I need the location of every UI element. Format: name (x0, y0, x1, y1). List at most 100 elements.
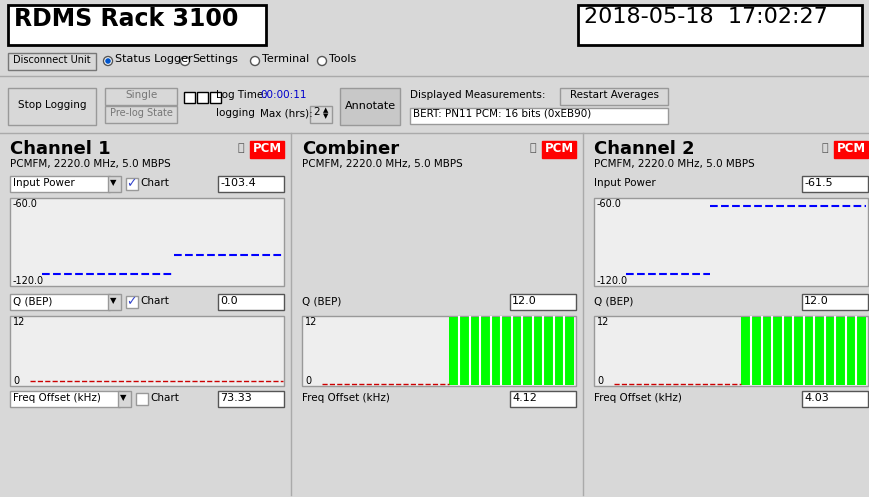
Text: Displayed Measurements:: Displayed Measurements: (410, 90, 546, 100)
Bar (105, 88, 177, 105)
Bar (10, 316, 284, 386)
Circle shape (105, 58, 111, 64)
Bar (8, 5, 266, 45)
Text: Freq Offset (kHz): Freq Offset (kHz) (13, 393, 101, 403)
Text: PCM: PCM (252, 142, 282, 155)
Text: -120.0: -120.0 (597, 276, 628, 286)
Text: -60.0: -60.0 (597, 199, 622, 209)
Text: Terminal: Terminal (262, 54, 309, 64)
Bar (108, 176, 121, 192)
Text: Restart Averages: Restart Averages (569, 90, 659, 100)
Text: -120.0: -120.0 (13, 276, 44, 286)
Bar (10, 391, 120, 407)
Text: Chart: Chart (150, 393, 179, 403)
Bar (510, 391, 576, 407)
Bar (218, 391, 284, 407)
Text: Freq Offset (kHz): Freq Offset (kHz) (594, 393, 682, 403)
Text: Input Power: Input Power (594, 178, 656, 188)
Text: Settings: Settings (192, 54, 238, 64)
Text: Input Power: Input Power (13, 178, 75, 188)
Text: PCM: PCM (545, 142, 574, 155)
Text: 12: 12 (305, 317, 317, 327)
Bar (10, 176, 110, 192)
Bar (184, 92, 195, 103)
Text: 12: 12 (13, 317, 25, 327)
Bar (8, 53, 96, 70)
Text: 0.0: 0.0 (220, 296, 237, 306)
Circle shape (317, 57, 327, 66)
Text: 73.33: 73.33 (220, 393, 252, 403)
Text: -61.5: -61.5 (804, 178, 833, 188)
Text: -103.4: -103.4 (220, 178, 255, 188)
Circle shape (181, 57, 189, 66)
Bar (197, 92, 208, 103)
Bar (410, 108, 668, 124)
Text: Chart: Chart (140, 178, 169, 188)
Bar (218, 176, 284, 192)
Bar (510, 294, 576, 310)
Bar (10, 198, 284, 286)
Text: Q (BEP): Q (BEP) (594, 296, 634, 306)
Text: 00:00:11: 00:00:11 (260, 90, 307, 100)
Text: Chart: Chart (140, 296, 169, 306)
Bar (105, 106, 177, 123)
Bar (218, 294, 284, 310)
Text: PCM: PCM (837, 142, 866, 155)
Text: PCMFM, 2220.0 MHz, 5.0 MBPS: PCMFM, 2220.0 MHz, 5.0 MBPS (10, 159, 170, 169)
Circle shape (103, 57, 112, 66)
Text: Annotate: Annotate (344, 101, 395, 111)
Bar (834, 141, 868, 158)
Bar (740, 317, 866, 385)
Bar (108, 294, 121, 310)
Text: Max (hrs):: Max (hrs): (260, 108, 313, 118)
Bar (340, 88, 400, 125)
Text: 0: 0 (13, 376, 19, 386)
Text: 0: 0 (597, 376, 603, 386)
Bar (802, 294, 868, 310)
Text: Channel 1: Channel 1 (10, 140, 110, 158)
Text: ✓: ✓ (126, 177, 136, 190)
Text: Log Time:: Log Time: (216, 90, 267, 100)
Bar (802, 391, 868, 407)
Text: Single: Single (125, 90, 157, 100)
Text: Combiner: Combiner (302, 140, 399, 158)
Text: 2: 2 (313, 107, 320, 117)
Bar (310, 106, 332, 123)
Text: logging: logging (216, 108, 255, 118)
Bar (118, 391, 131, 407)
Text: 12.0: 12.0 (804, 296, 829, 306)
Bar (302, 316, 576, 386)
Text: Tools: Tools (329, 54, 356, 64)
Text: 12: 12 (597, 317, 609, 327)
Bar (8, 88, 96, 125)
Text: ▼: ▼ (120, 393, 127, 402)
Text: ▲: ▲ (323, 107, 328, 113)
Text: Disconnect Unit: Disconnect Unit (13, 55, 91, 65)
Bar (10, 294, 110, 310)
Bar (136, 393, 148, 405)
Text: 2018-05-18  17:02:27: 2018-05-18 17:02:27 (584, 7, 828, 27)
Text: 🔓: 🔓 (822, 143, 829, 153)
Bar (594, 198, 868, 286)
Bar (250, 141, 284, 158)
Bar (448, 317, 574, 385)
Text: 12.0: 12.0 (512, 296, 537, 306)
Circle shape (250, 57, 260, 66)
Text: ▼: ▼ (110, 296, 116, 305)
Text: Q (BEP): Q (BEP) (13, 296, 52, 306)
Bar (594, 316, 868, 386)
Text: Channel 2: Channel 2 (594, 140, 694, 158)
Text: 4.12: 4.12 (512, 393, 537, 403)
Bar (210, 92, 221, 103)
Text: Pre-log State: Pre-log State (109, 108, 172, 118)
Bar (126, 296, 138, 308)
Text: Status Logger: Status Logger (115, 54, 193, 64)
Text: ▼: ▼ (323, 113, 328, 119)
Text: PCMFM, 2220.0 MHz, 5.0 MBPS: PCMFM, 2220.0 MHz, 5.0 MBPS (302, 159, 463, 169)
Text: RDMS Rack 3100: RDMS Rack 3100 (14, 7, 238, 31)
Text: 🔓: 🔓 (238, 143, 245, 153)
Text: 4.03: 4.03 (804, 393, 829, 403)
Text: ✓: ✓ (126, 295, 136, 308)
Text: ▼: ▼ (110, 178, 116, 187)
Text: Q (BEP): Q (BEP) (302, 296, 342, 306)
